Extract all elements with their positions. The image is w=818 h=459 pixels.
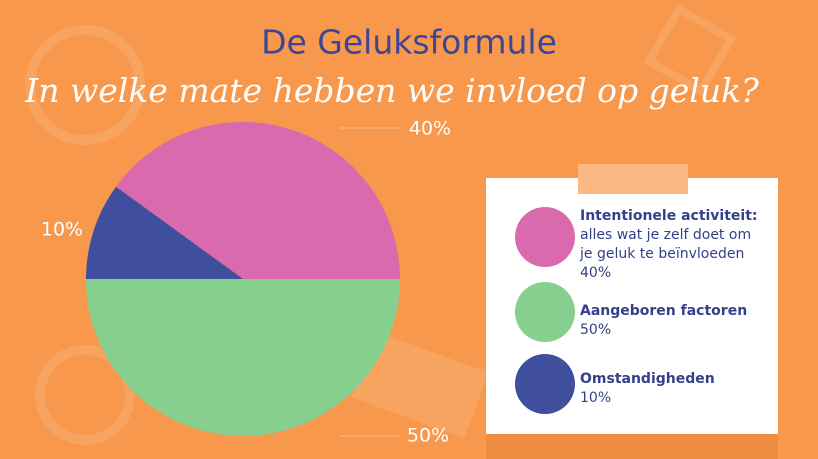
pie-slice xyxy=(115,122,401,279)
chart-subtitle: In welke mate hebben we invloed op geluk… xyxy=(24,71,759,110)
chart-title: De Geluksformule xyxy=(261,23,557,62)
legend-card-base xyxy=(486,434,778,459)
legend-value: 40% xyxy=(580,265,611,281)
tape xyxy=(578,164,688,194)
slice-label: 40% xyxy=(409,118,451,140)
pie-slice xyxy=(86,186,243,279)
legend-label: Omstandigheden xyxy=(580,371,715,387)
legend-description: je geluk te beïnvloeden xyxy=(579,246,744,262)
legend-swatch xyxy=(515,282,575,342)
slice-label: 50% xyxy=(407,425,449,447)
legend-value: 50% xyxy=(580,322,611,338)
legend-label: Intentionele activiteit: xyxy=(580,208,758,224)
pie: 40% 50% 10% xyxy=(41,118,451,447)
legend: Intentionele activiteit: alles wat je zel… xyxy=(515,207,758,414)
legend-swatch xyxy=(515,207,575,267)
background-decoration xyxy=(25,3,737,445)
legend-description: alles wat je zelf doet om xyxy=(580,227,751,243)
pie-slice xyxy=(86,279,400,436)
slice-label: 10% xyxy=(41,219,83,241)
legend-label: Aangeboren factoren xyxy=(580,303,747,319)
legend-swatch xyxy=(515,354,575,414)
legend-value: 10% xyxy=(580,390,611,406)
